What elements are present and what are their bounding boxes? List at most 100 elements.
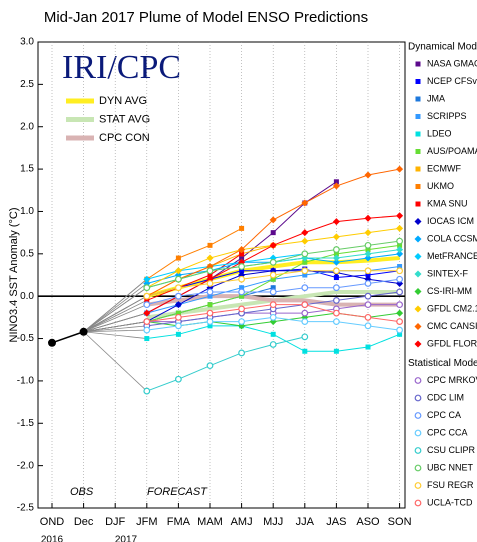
data-point: [332, 182, 340, 190]
legend-label: UBC NNET: [427, 462, 474, 472]
data-point: [365, 344, 371, 350]
data-point: [270, 285, 276, 291]
data-point: [239, 251, 245, 257]
connector: [83, 278, 148, 333]
data-point: [396, 165, 404, 173]
data-point: [270, 276, 276, 282]
data-point: [332, 218, 340, 226]
legend-marker: [415, 201, 421, 207]
connector: [83, 312, 147, 333]
data-point: [207, 302, 213, 308]
data-point: [333, 297, 340, 304]
x-tick-label: Dec: [74, 516, 94, 528]
data-point: [397, 242, 403, 248]
data-point: [207, 323, 213, 329]
data-point: [206, 288, 214, 296]
connector: [83, 321, 147, 333]
legend-marker: [414, 412, 422, 419]
data-point: [239, 285, 245, 291]
legend-label: IOCAS ICM: [427, 216, 474, 226]
data-point: [143, 326, 151, 334]
data-point: [301, 267, 309, 275]
data-point: [301, 229, 309, 237]
x-tick-label: OND: [40, 516, 65, 528]
connector: [83, 325, 147, 333]
data-point: [238, 305, 246, 313]
legend-marker: [415, 114, 421, 119]
data-point: [239, 293, 245, 299]
legend-marker: [414, 377, 422, 384]
series-line: [146, 227, 242, 280]
data-point: [206, 280, 214, 287]
data-point: [143, 318, 151, 326]
x-tick-label: JFM: [136, 516, 157, 528]
data-point: [301, 333, 309, 341]
data-point: [332, 254, 340, 262]
legend-marker: [415, 149, 421, 154]
chart-title: Mid-Jan 2017 Plume of Model ENSO Predict…: [44, 9, 368, 26]
data-point: [301, 250, 309, 258]
legend-marker: [415, 79, 421, 84]
x-tick-label: SON: [388, 516, 412, 528]
data-point: [302, 348, 308, 354]
data-point: [174, 292, 182, 300]
legend-label: CPC MRKOV: [427, 375, 477, 385]
legend-marker: [414, 288, 422, 295]
y-tick-label: 0.0: [20, 291, 34, 302]
data-point: [333, 348, 339, 354]
data-point: [175, 255, 181, 261]
legend-label: CMC CANSIP: [427, 321, 477, 331]
data-point: [364, 229, 372, 237]
data-point: [396, 309, 404, 317]
data-point: [238, 246, 246, 254]
data-point: [396, 224, 404, 232]
data-point: [174, 284, 182, 292]
y-axis-label: NINO3.4 SST Anomaly (°C): [8, 207, 20, 342]
data-point: [174, 375, 182, 383]
data-point: [143, 301, 151, 309]
connector: [83, 287, 148, 333]
legend-label: CPC CON: [99, 132, 150, 144]
y-tick-label: -2.0: [17, 460, 35, 471]
legend-label: NCEP CFSv2: [427, 76, 477, 86]
data-point: [175, 331, 181, 337]
data-point: [206, 309, 214, 317]
data-point: [174, 322, 182, 330]
legend-marker: [414, 235, 422, 243]
data-point: [301, 284, 309, 292]
data-point: [143, 275, 151, 283]
plot-frame: [37, 41, 406, 509]
x-tick-label: MJJ: [263, 516, 283, 528]
x-tick-label: DJF: [105, 516, 125, 528]
connector: [83, 331, 147, 339]
data-point: [301, 237, 309, 245]
data-point: [207, 272, 213, 278]
data-point: [396, 275, 404, 283]
data-point: [301, 199, 309, 207]
data-point: [269, 301, 277, 309]
data-point: [143, 284, 151, 292]
data-point: [270, 331, 276, 337]
annotation: FORECAST: [147, 486, 208, 498]
data-point: [364, 313, 372, 321]
data-point: [396, 326, 404, 334]
legend-marker: [415, 96, 421, 102]
legend-marker: [415, 166, 421, 172]
data-point: [238, 318, 246, 326]
data-point: [396, 267, 404, 275]
data-point: [365, 247, 371, 253]
y-tick-label: 1.5: [20, 164, 34, 175]
data-point: [302, 272, 308, 278]
data-point: [365, 272, 371, 278]
legend-label: UKMO: [427, 181, 454, 191]
data-point: [396, 246, 404, 254]
legend-marker: [414, 270, 422, 278]
data-point: [333, 246, 340, 253]
data-point: [364, 254, 372, 262]
data-point: [396, 288, 404, 296]
data-point: [269, 241, 277, 249]
data-point: [238, 349, 246, 357]
data-point: [396, 237, 404, 245]
data-point: [333, 318, 340, 326]
